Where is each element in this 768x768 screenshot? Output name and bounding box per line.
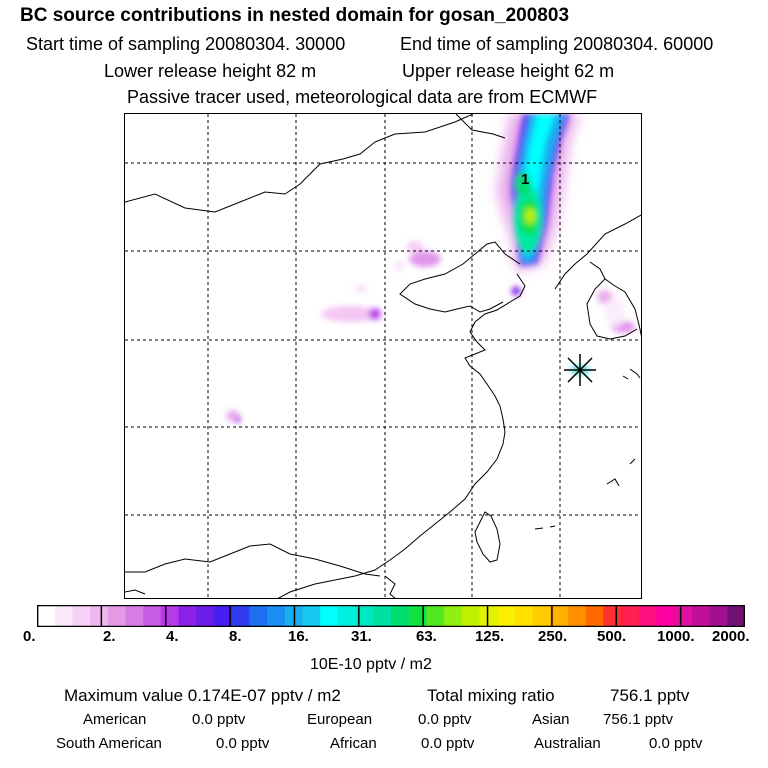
colorbar-swatch: [461, 605, 480, 627]
south-american-value: 0.0 pptv: [216, 735, 270, 752]
upper-release-height: Upper release height 62 m: [402, 61, 615, 81]
tracer-note: Passive tracer used, meteorological data…: [127, 87, 598, 107]
colorbar-swatch: [674, 605, 693, 627]
colorbar-swatch: [373, 605, 392, 627]
colorbar-swatch: [603, 605, 622, 627]
american-label: American: [83, 711, 147, 728]
colorbar-tick-label: 31.: [351, 628, 372, 645]
colorbar-swatch: [585, 605, 604, 627]
african-label: African: [330, 735, 377, 752]
australian-value: 0.0 pptv: [649, 735, 703, 752]
max-value: Maximum value 0.174E-07 pptv / m2: [64, 686, 341, 705]
colorbar-swatch: [337, 605, 357, 627]
colorbar-swatch: [302, 605, 321, 627]
colorbar-tick-label: 500.: [597, 628, 627, 645]
colorbar-swatch: [160, 605, 180, 627]
colorbar-swatch: [214, 605, 233, 627]
australian-label: Australian: [534, 735, 601, 752]
colorbar-swatch: [90, 605, 109, 627]
colorbar-swatch: [196, 605, 215, 627]
page-title: BC source contributions in nested domain…: [20, 5, 570, 26]
colorbar-swatch: [408, 605, 427, 627]
colorbar-tick-label: 4.: [166, 628, 179, 645]
total-mixing-label: Total mixing ratio: [427, 686, 555, 705]
colorbar-border: [37, 605, 745, 627]
colorbar-swatch: [125, 605, 144, 627]
colorbar-swatch: [267, 605, 286, 627]
plume-marker-label: 1: [521, 171, 529, 188]
colorbar-swatch: [568, 605, 587, 627]
lower-release-height: Lower release height 82 m: [104, 61, 317, 81]
star-icon: [564, 354, 596, 386]
sampling-end-time: End time of sampling 20080304. 60000: [400, 34, 714, 54]
colorbar-swatch: [479, 605, 498, 627]
colorbar-swatch: [514, 605, 534, 627]
colorbar-swatch: [497, 605, 516, 627]
total-mixing-value: 756.1 pptv: [610, 686, 690, 705]
colorbar-swatch: [532, 605, 551, 627]
map-canvas: 1: [125, 114, 641, 598]
american-value: 0.0 pptv: [192, 711, 246, 728]
colorbar-swatch: [426, 605, 445, 627]
european-label: European: [307, 711, 373, 728]
colorbar-swatch: [727, 605, 745, 627]
colorbar-swatch: [249, 605, 268, 627]
colorbar-swatch: [143, 605, 162, 627]
colorbar-tick-label: 1000.: [657, 628, 695, 645]
map-panel: 1: [124, 113, 642, 599]
colorbar-swatch: [691, 605, 711, 627]
colorbar-swatch: [444, 605, 463, 627]
colorbar-tick-label: 2.: [103, 628, 116, 645]
colorbar-tick-label: 63.: [416, 628, 437, 645]
asian-value: 756.1 pptv: [603, 711, 674, 728]
colorbar-tick-label: 125.: [475, 628, 505, 645]
sampling-start-time: Start time of sampling 20080304. 30000: [26, 34, 346, 54]
colorbar-swatch: [621, 605, 640, 627]
colorbar-swatch: [178, 605, 197, 627]
colorbar-tick-label: 2000.: [712, 628, 750, 645]
colorbar-swatch: [656, 605, 675, 627]
source-patches-low: [226, 241, 635, 423]
colorbar-swatch: [37, 605, 56, 627]
colorbar-swatch: [72, 605, 91, 627]
african-value: 0.0 pptv: [421, 735, 475, 752]
coastlines: [125, 114, 641, 598]
asian-label: Asian: [532, 711, 570, 728]
colorbar-tick-label: 8.: [229, 628, 242, 645]
colorbar-tick-label: 16.: [288, 628, 309, 645]
colorbar-swatch: [391, 605, 410, 627]
lat-lon-grid: [125, 114, 641, 598]
colorbar-swatch: [231, 605, 250, 627]
colorbar-swatch: [709, 605, 728, 627]
colorbar-tick-label: 0.: [23, 628, 36, 645]
european-value: 0.0 pptv: [418, 711, 472, 728]
plume: 1: [497, 114, 580, 296]
colorbar-units: 10E-10 pptv / m2: [310, 656, 432, 673]
colorbar-swatch: [355, 605, 374, 627]
colorbar-swatch: [320, 605, 339, 627]
colorbar-swatch: [54, 605, 73, 627]
colorbar-swatch: [107, 605, 126, 627]
colorbar-tick-label: 250.: [538, 628, 568, 645]
colorbar: [37, 605, 745, 627]
colorbar-swatch: [550, 605, 569, 627]
colorbar-swatch: [638, 605, 657, 627]
south-american-label: South American: [56, 735, 162, 752]
